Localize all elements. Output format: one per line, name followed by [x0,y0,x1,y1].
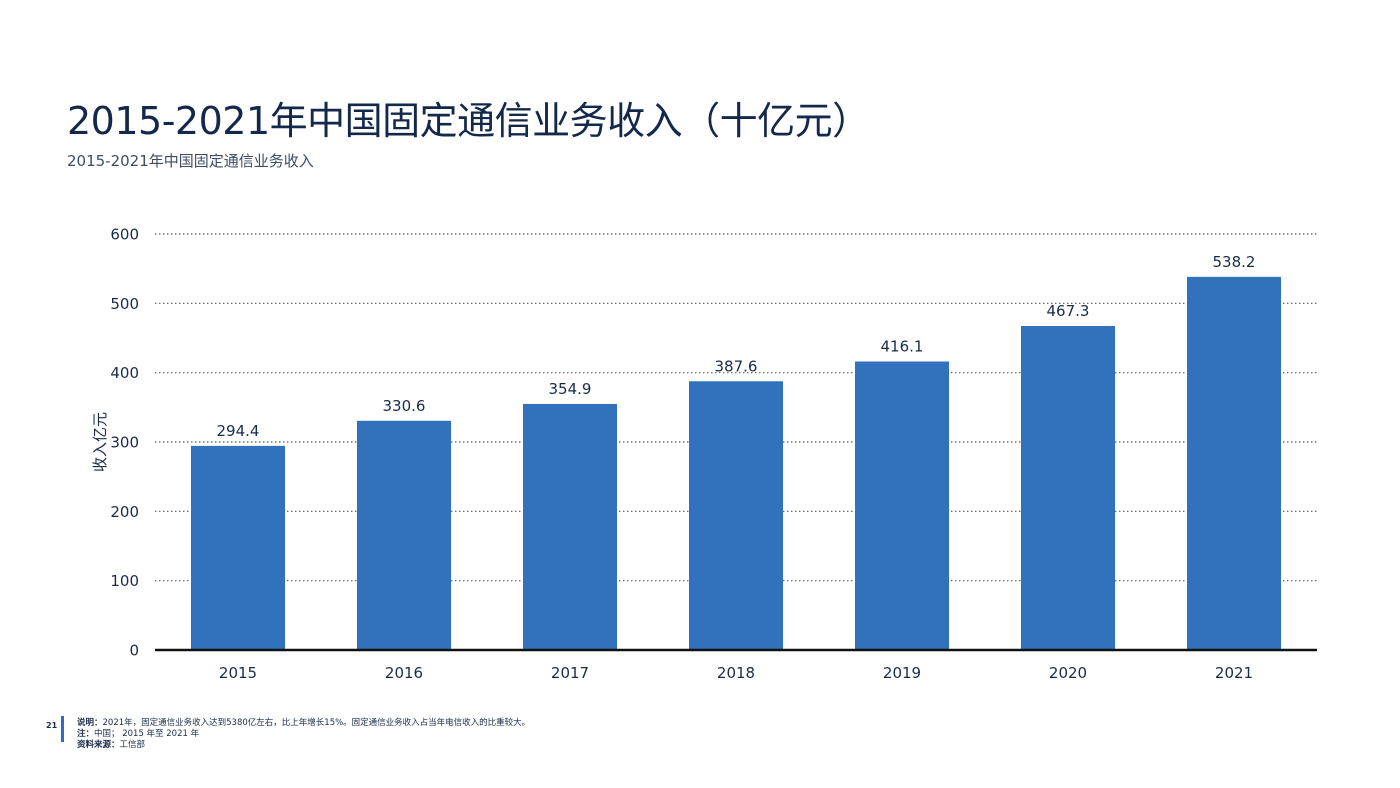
x-tick-label: 2016 [385,664,423,682]
scope-text: 中国； 2015 年至 2021 年 [94,729,200,739]
footer-accent-bar [61,716,64,742]
footer-notes: 说明：2021年，固定通信业务收入达到5380亿左右，比上年增长15%。固定通信… [77,718,530,751]
y-tick-label: 600 [110,226,139,244]
data-label: 387.6 [715,357,758,375]
y-axis-ticks: 0 100 200 300 400 500 600 [110,226,139,660]
y-tick-label: 300 [110,434,139,452]
data-label: 538.2 [1213,253,1256,271]
data-label: 330.6 [383,397,426,415]
x-tick-label: 2017 [551,664,589,682]
source-label: 资料来源： [77,740,120,750]
note-text: 2021年，固定通信业务收入达到5380亿左右，比上年增长15%。固定通信业务收… [102,718,531,728]
data-label: 467.3 [1047,302,1090,320]
note-label: 说明： [77,718,103,728]
source-text: 工信部 [119,740,146,750]
bars [191,276,1281,650]
x-tick-label: 2021 [1215,664,1253,682]
page-title: 2015-2021年中国固定通信业务收入（十亿元） [67,99,870,143]
chart-subtitle: 2015-2021年中国固定通信业务收入 [67,152,314,170]
bar-2016 [357,420,451,650]
data-label: 354.9 [549,380,592,398]
y-tick-label: 500 [110,295,139,313]
y-tick-label: 200 [110,503,139,521]
footer-source-line: 资料来源：工信部 [77,740,530,751]
x-tick-label: 2019 [883,664,921,682]
data-labels: 294.4 330.6 354.9 387.6 416.1 467.3 538.2 [217,253,1256,440]
footer-note-line: 说明：2021年，固定通信业务收入达到5380亿左右，比上年增长15%。固定通信… [77,718,530,729]
x-tick-label: 2015 [219,664,257,682]
x-axis-ticks: 2015 2016 2017 2018 2019 2020 2021 [219,664,1253,682]
page-number: 21 [46,721,58,730]
bar-2019 [855,361,949,650]
scope-label: 注： [77,729,95,739]
x-tick-label: 2020 [1049,664,1087,682]
y-tick-label: 400 [110,364,139,382]
bar-2021 [1187,276,1281,650]
footer-scope-line: 注：中国； 2015 年至 2021 年 [77,729,530,740]
bar-2018 [689,381,783,650]
bar-2015 [191,445,285,650]
data-label: 294.4 [217,422,260,440]
y-tick-label: 0 [129,642,139,660]
bar-2020 [1021,326,1115,650]
data-label: 416.1 [881,338,924,356]
y-axis-title: 收入亿元 [91,412,109,472]
x-tick-label: 2018 [717,664,755,682]
y-tick-label: 100 [110,572,139,590]
bar-2017 [523,403,617,650]
